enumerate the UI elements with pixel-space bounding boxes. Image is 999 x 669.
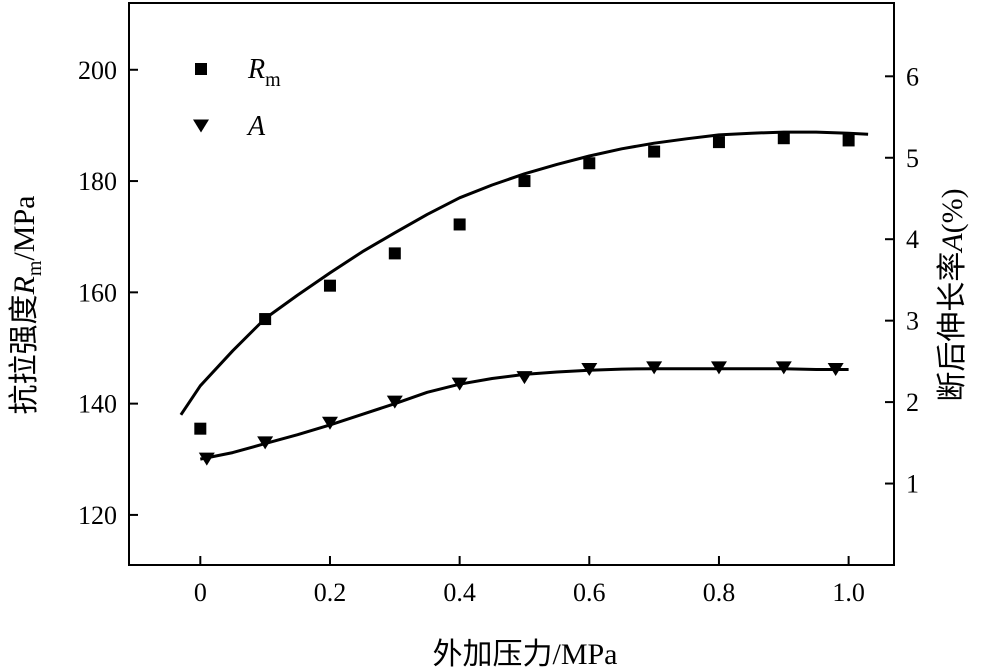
x-tick-label: 0.4 <box>443 578 476 607</box>
y-right-tick-label: 5 <box>906 144 919 173</box>
y-right-tick-label: 6 <box>906 62 919 91</box>
y-left-tick-label: 160 <box>78 278 117 307</box>
rm-legend-subscript: m <box>265 69 281 91</box>
x-tick-label: 1.0 <box>832 578 865 607</box>
y-left-axis-title-symbol: R <box>8 276 41 295</box>
rm-data-point <box>777 132 790 145</box>
a-data-point <box>451 377 468 391</box>
y-right-axis-title: 断后伸长率A(%) <box>936 188 969 401</box>
rm-legend-symbol: R <box>247 54 265 85</box>
y-right-tick-label: 1 <box>906 470 919 499</box>
a-legend-label: A <box>246 111 266 142</box>
tick-label-group: 0 0.2 0.4 0.6 0.8 1.0 120 140 160 180 200 1 2 3 4 5 6 <box>78 56 919 607</box>
a-data-point <box>321 416 338 430</box>
rm-legend-label: Rm <box>247 54 281 91</box>
a-data-point <box>386 395 403 409</box>
rm-legend-marker <box>195 63 207 75</box>
a-legend-marker <box>193 119 209 133</box>
rm-data-point <box>453 218 466 231</box>
y-left-tick-label: 180 <box>78 167 117 196</box>
a-data-point <box>198 452 215 466</box>
rm-data-point <box>259 313 272 326</box>
x-tick-label: 0 <box>194 578 207 607</box>
rm-data-point <box>323 279 336 292</box>
rm-data-point <box>518 175 531 188</box>
y-right-axis-title-suffix: (%) <box>936 188 969 233</box>
y-right-tick-label: 3 <box>906 307 919 336</box>
rm-data-point <box>842 134 855 147</box>
y-left-axis-title-prefix: 抗拉强度 <box>8 294 41 414</box>
y-left-tick-label: 140 <box>78 390 117 419</box>
a-data-point <box>710 361 727 375</box>
y-left-axis-title-subscript: m <box>24 260 46 276</box>
plot-frame <box>128 2 895 566</box>
a-data-point <box>827 363 844 377</box>
a-legend-symbol: A <box>246 111 266 142</box>
tick-group <box>129 68 894 565</box>
a-data-point <box>775 361 792 375</box>
y-right-tick-label: 2 <box>906 388 919 417</box>
rm-data-point <box>712 136 725 149</box>
x-tick-label: 0.2 <box>314 578 347 607</box>
y-left-tick-label: 200 <box>78 56 117 85</box>
y-right-tick-label: 4 <box>906 225 919 254</box>
rm-data-point <box>648 145 661 158</box>
rm-data-point <box>388 247 401 260</box>
legend: RmA <box>193 54 281 142</box>
x-tick-label: 0.6 <box>573 578 606 607</box>
y-right-axis-title-prefix: 断后伸长率 <box>936 252 969 402</box>
a-data-point <box>646 361 663 375</box>
a-data-point <box>257 436 274 450</box>
y-right-axis-title-symbol: A <box>936 233 969 254</box>
y-left-tick-label: 120 <box>78 501 117 530</box>
a-data-point <box>581 363 598 377</box>
y-left-axis-title-suffix: /MPa <box>8 196 41 261</box>
y-left-axis-title: 抗拉强度Rm/MPa <box>8 196 46 415</box>
marker-group <box>194 132 855 466</box>
rm-fit-curve <box>179 130 869 416</box>
x-axis-title: 外加压力/MPa <box>432 638 617 669</box>
a-data-point <box>516 371 533 385</box>
x-tick-label: 0.8 <box>703 578 736 607</box>
rm-data-point <box>194 422 207 435</box>
rm-data-point <box>583 157 596 170</box>
